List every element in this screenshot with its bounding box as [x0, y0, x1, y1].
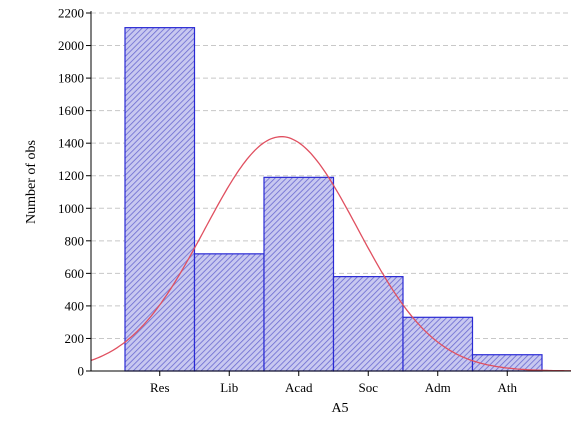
x-axis-title: A5: [331, 401, 348, 416]
y-tick-label: 2000: [58, 38, 84, 53]
x-tick-label-acad: Acad: [285, 380, 313, 395]
bar-adm: [402, 316, 474, 372]
x-tick-label-soc: Soc: [359, 380, 379, 395]
axes: [86, 11, 571, 376]
bar-soc: [332, 276, 404, 372]
x-tick-label-adm: Adm: [425, 380, 451, 395]
y-tick-label: 1000: [58, 201, 84, 216]
y-axis-title: Number of obs: [24, 140, 39, 224]
bar-acad: [263, 176, 335, 372]
y-tick-label: 200: [65, 331, 85, 346]
y-tick-label: 600: [65, 266, 85, 281]
y-tick-label: 1800: [58, 71, 84, 86]
bar-res: [124, 27, 196, 372]
y-tick-label: 0: [78, 364, 85, 379]
x-tick-label-ath: Ath: [498, 380, 518, 395]
normal-curve: [91, 136, 571, 371]
bars: [124, 27, 543, 372]
y-tick-label: 2200: [58, 6, 84, 21]
x-tick-label-res: Res: [150, 380, 170, 395]
y-tick-label: 1400: [58, 136, 84, 151]
tick-labels: 0 200 400 600 800 1000 1200 1400 1600 1800 2000 220…: [58, 6, 518, 396]
y-tick-label: 800: [65, 233, 85, 248]
fitted-curve: [91, 136, 571, 371]
bar-lib: [193, 253, 265, 372]
y-tick-label: 1600: [58, 103, 84, 118]
y-tick-label: 400: [65, 298, 85, 313]
y-tick-label: 1200: [58, 168, 84, 183]
x-tick-label-lib: Lib: [220, 380, 238, 395]
